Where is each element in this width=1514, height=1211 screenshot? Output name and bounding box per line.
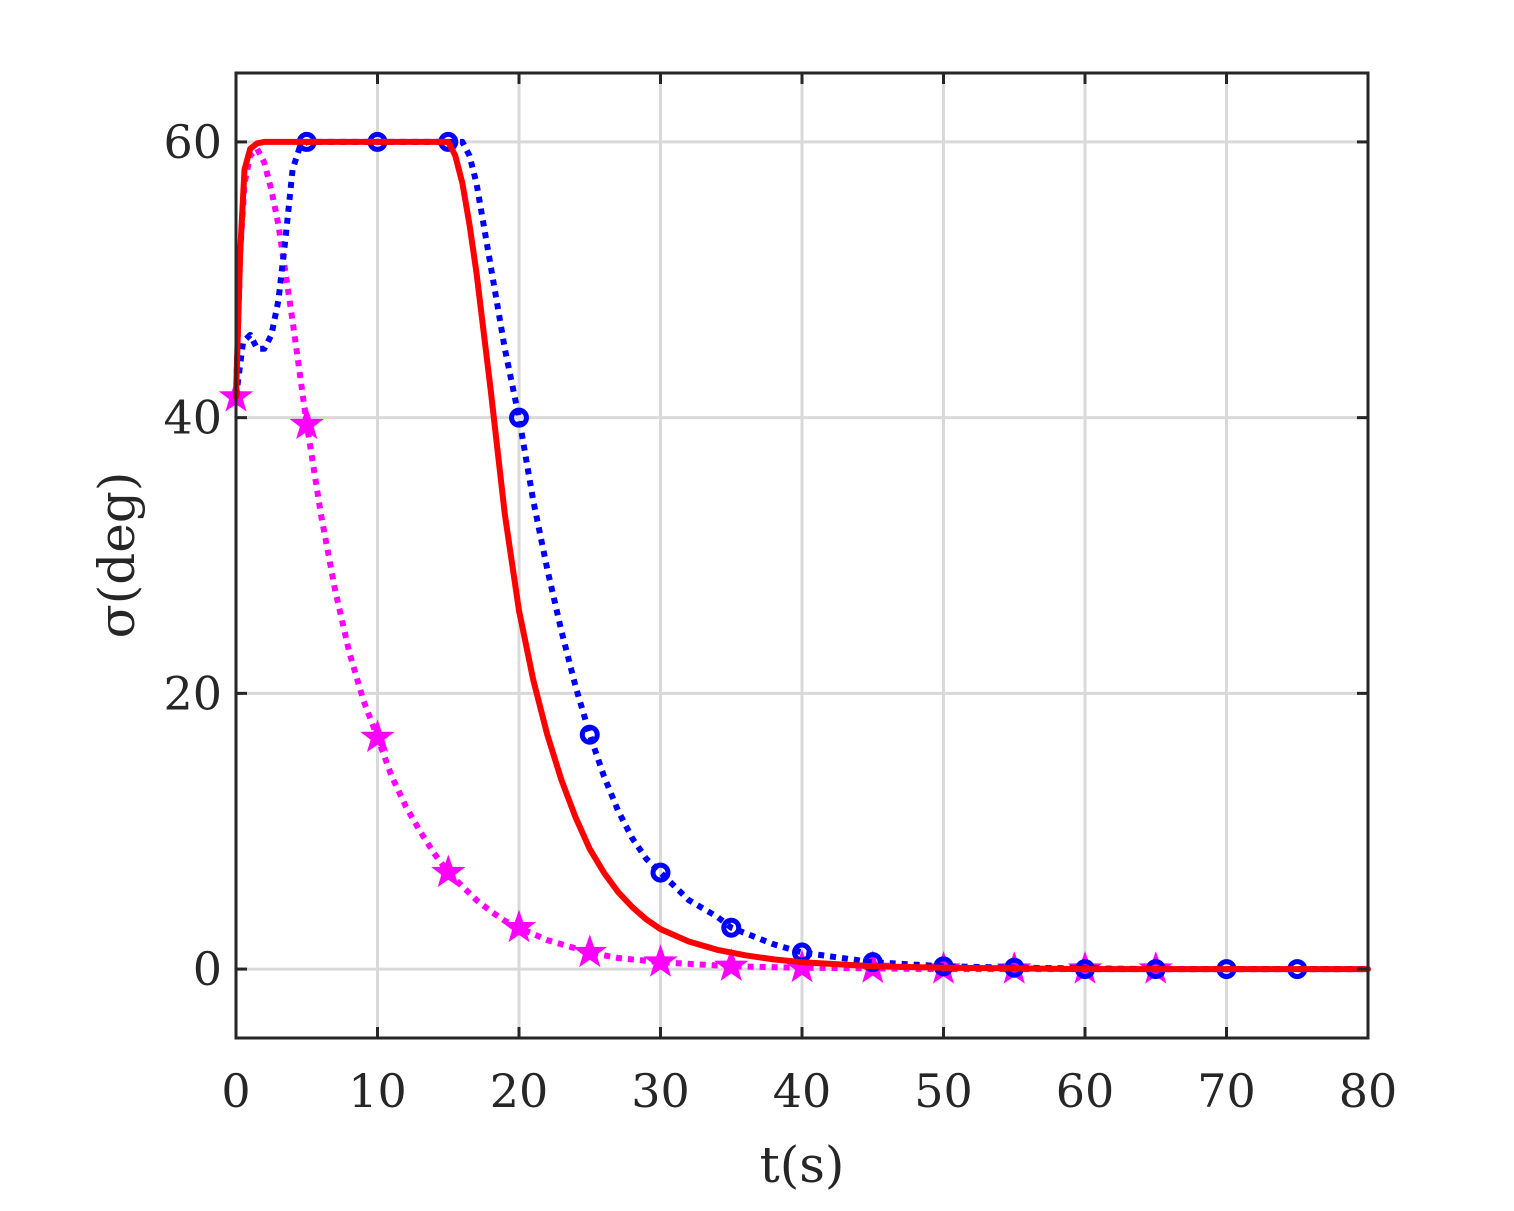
x-tick-label: 70: [1197, 1064, 1256, 1118]
series-2: [218, 145, 1368, 984]
y-tick-label: 40: [163, 391, 222, 445]
x-axis-label: t(s): [760, 1136, 845, 1194]
y-tick-label: 60: [163, 115, 222, 169]
x-tick-label: 80: [1339, 1064, 1398, 1118]
x-tick-label: 50: [914, 1064, 973, 1118]
data-point-marker: [862, 952, 883, 973]
x-tick-label: 10: [348, 1064, 407, 1118]
y-tick-label: 20: [163, 666, 222, 720]
x-tick-label: 40: [773, 1064, 832, 1118]
series-line: [233, 138, 1371, 973]
data-point-marker: [579, 724, 600, 745]
x-tick-label: 20: [490, 1064, 549, 1118]
data-point-marker: [289, 406, 324, 440]
data-point-marker: [360, 719, 395, 753]
y-tick-label: 0: [193, 942, 222, 996]
data-point-marker: [509, 407, 529, 428]
x-tick-label: 0: [221, 1064, 250, 1118]
y-axis-label: σ(deg): [88, 472, 146, 639]
data-point-marker: [572, 934, 607, 968]
data-point-marker: [643, 944, 678, 977]
data-point-marker: [721, 917, 742, 938]
plot-area: [218, 131, 1371, 984]
x-tick-label: 60: [1056, 1064, 1115, 1118]
x-tick-label: 30: [631, 1064, 690, 1118]
series-0: [233, 138, 1371, 973]
grid: [236, 73, 1368, 1038]
data-point-marker: [714, 948, 749, 981]
ticks: 0 10 20 30 40 50 60 70 80 0 20 40 60: [163, 73, 1397, 1118]
data-point-marker: [650, 862, 671, 883]
data-point-marker: [501, 909, 537, 943]
data-point-marker: [431, 854, 466, 888]
